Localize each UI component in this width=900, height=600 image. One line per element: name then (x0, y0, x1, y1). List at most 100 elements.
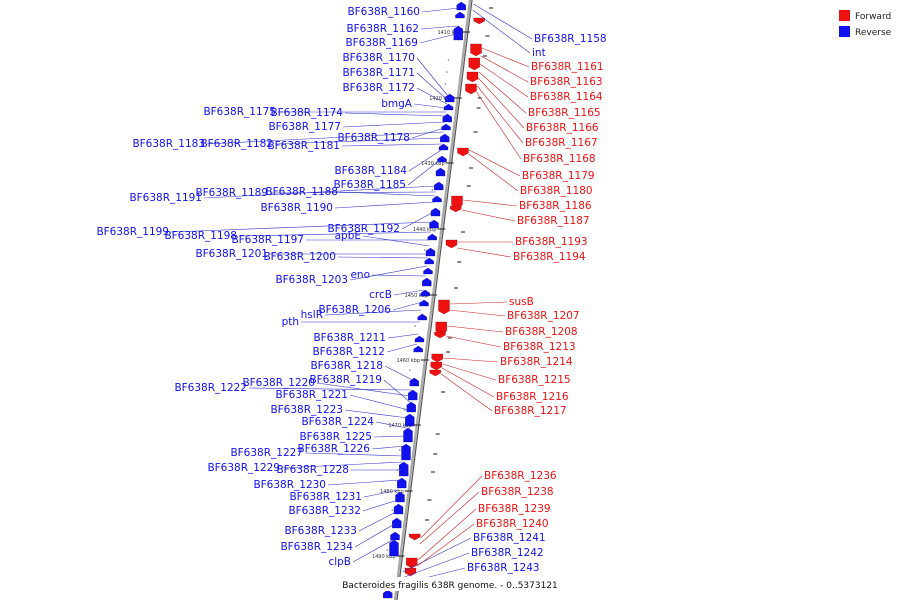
reverse-gene-label[interactable]: BF638R_1171 (342, 67, 415, 79)
reverse-gene-label[interactable]: BF638R_1229 (207, 462, 280, 474)
reverse-gene-glyph[interactable] (435, 167, 446, 177)
forward-gene-glyph[interactable] (470, 43, 482, 57)
forward-gene-glyph[interactable] (431, 353, 443, 363)
reverse-gene-label[interactable]: BF638R_1234 (280, 541, 353, 553)
reverse-gene-label[interactable]: BF638R_1181 (267, 140, 340, 152)
reverse-gene-label[interactable]: BF638R_1185 (333, 179, 406, 191)
forward-gene-label[interactable]: BF638R_1165 (528, 107, 601, 119)
reverse-gene-label[interactable]: BF638R_1218 (310, 360, 383, 372)
reverse-gene-glyph[interactable] (432, 195, 442, 203)
forward-gene-glyph[interactable] (465, 83, 477, 95)
reverse-gene-label[interactable]: hslR (301, 309, 323, 321)
reverse-gene-label[interactable]: clpB (328, 556, 351, 568)
reverse-gene-label[interactable]: BF638R_1223 (270, 404, 343, 416)
reverse-gene-label[interactable]: BF638R_1197 (231, 234, 304, 246)
reverse-gene-label[interactable]: BF638R_1160 (347, 6, 420, 18)
forward-gene-label[interactable]: BF638R_1217 (494, 405, 567, 417)
reverse-gene-glyph[interactable] (395, 491, 405, 503)
forward-gene-label[interactable]: BF638R_1166 (526, 122, 599, 134)
forward-gene-label[interactable]: BF638R_1208 (505, 326, 578, 338)
reverse-gene-glyph[interactable] (401, 443, 411, 461)
forward-gene-label[interactable]: BF638R_1236 (484, 470, 557, 482)
reverse-gene-glyph[interactable] (456, 1, 466, 11)
reverse-gene-label[interactable]: bmgA (381, 98, 413, 110)
reverse-gene-glyph[interactable] (441, 123, 451, 131)
reverse-gene-label[interactable]: BF638R_1203 (275, 274, 348, 286)
forward-gene-label[interactable]: BF638R_1240 (476, 518, 549, 530)
reverse-gene-label[interactable]: BF638R_1221 (275, 389, 348, 401)
reverse-gene-label[interactable]: BF638R_1191 (129, 192, 202, 204)
reverse-gene-label[interactable]: BF638R_1177 (268, 121, 341, 133)
reverse-gene-glyph[interactable] (383, 589, 393, 599)
reverse-gene-glyph[interactable] (442, 113, 452, 123)
reverse-gene-label[interactable]: BF638R_1198 (164, 230, 237, 242)
forward-gene-glyph[interactable] (438, 299, 450, 315)
reverse-gene-label[interactable]: BF638R_1212 (312, 346, 385, 358)
reverse-gene-label[interactable]: BF638R_1158 (534, 33, 607, 45)
reverse-gene-glyph[interactable] (419, 299, 429, 307)
reverse-gene-label[interactable]: BF638R_1233 (284, 525, 357, 537)
reverse-gene-label[interactable]: BF638R_1224 (301, 416, 374, 428)
reverse-gene-glyph[interactable] (420, 289, 430, 297)
reverse-gene-glyph[interactable] (389, 539, 399, 557)
reverse-gene-label[interactable]: BF638R_1230 (253, 479, 326, 491)
forward-gene-label[interactable]: BF638R_1207 (507, 310, 580, 322)
reverse-gene-glyph[interactable] (413, 345, 423, 353)
forward-gene-glyph[interactable] (430, 361, 442, 371)
reverse-gene-glyph[interactable] (392, 517, 402, 529)
reverse-gene-label[interactable]: BF638R_1219 (309, 374, 382, 386)
reverse-gene-label[interactable]: BF638R_1172 (342, 82, 415, 94)
reverse-gene-label[interactable]: BF638R_1243 (467, 562, 540, 574)
forward-gene-glyph[interactable] (466, 71, 479, 83)
reverse-gene-glyph[interactable] (390, 531, 400, 541)
reverse-gene-label[interactable]: BF638R_1162 (346, 23, 419, 35)
reverse-gene-label[interactable]: BF638R_1241 (473, 532, 546, 544)
reverse-gene-glyph[interactable] (397, 477, 407, 489)
forward-gene-label[interactable]: BF638R_1194 (513, 251, 586, 263)
reverse-gene-label[interactable]: BF638R_1190 (260, 202, 333, 214)
forward-gene-label[interactable]: BF638R_1163 (530, 76, 603, 88)
forward-gene-glyph[interactable] (468, 57, 480, 71)
reverse-gene-glyph[interactable] (406, 401, 416, 413)
reverse-gene-label[interactable]: BF638R_1184 (334, 165, 407, 177)
forward-gene-glyph[interactable] (409, 533, 421, 541)
reverse-gene-glyph[interactable] (403, 427, 413, 443)
reverse-gene-glyph[interactable] (427, 233, 437, 241)
forward-gene-glyph[interactable] (445, 239, 458, 249)
reverse-gene-glyph[interactable] (430, 207, 441, 217)
reverse-gene-label[interactable]: BF638R_1206 (318, 304, 391, 316)
reverse-gene-glyph[interactable] (443, 103, 454, 111)
reverse-gene-label[interactable]: BF638R_1242 (471, 547, 544, 559)
forward-gene-label[interactable]: BF638R_1238 (481, 486, 554, 498)
reverse-gene-label[interactable]: BF638R_1192 (327, 223, 400, 235)
reverse-gene-label[interactable]: BF638R_1189 (195, 187, 268, 199)
forward-gene-label[interactable]: BF638R_1179 (522, 170, 595, 182)
reverse-gene-glyph[interactable] (399, 461, 409, 477)
reverse-gene-glyph[interactable] (422, 277, 432, 287)
reverse-gene-label[interactable]: BF638R_1227 (230, 447, 303, 459)
forward-gene-glyph[interactable] (473, 17, 485, 25)
reverse-gene-glyph[interactable] (438, 143, 449, 151)
forward-gene-label[interactable]: BF638R_1213 (503, 341, 576, 353)
reverse-gene-label[interactable]: BF638R_1175 (203, 106, 276, 118)
reverse-gene-label[interactable]: BF638R_1200 (263, 251, 336, 263)
reverse-gene-label[interactable]: apbE (335, 230, 361, 242)
reverse-gene-label[interactable]: crcB (369, 289, 392, 301)
reverse-gene-label[interactable]: BF638R_1201 (195, 248, 268, 260)
forward-gene-glyph[interactable] (434, 331, 446, 339)
reverse-gene-label[interactable]: BF638R_1228 (276, 464, 349, 476)
forward-gene-glyph[interactable] (429, 369, 441, 377)
reverse-gene-label[interactable]: BF638R_1188 (265, 186, 338, 198)
reverse-gene-label[interactable]: BF638R_1182 (200, 138, 273, 150)
reverse-gene-glyph[interactable] (455, 11, 465, 19)
reverse-gene-label[interactable]: BF638R_1169 (345, 37, 418, 49)
reverse-gene-label[interactable]: BF638R_1231 (289, 491, 362, 503)
reverse-gene-label[interactable]: int (532, 47, 546, 59)
reverse-gene-label[interactable]: BF638R_1232 (288, 505, 361, 517)
reverse-gene-label[interactable]: BF638R_1211 (313, 332, 386, 344)
forward-gene-label[interactable]: BF638R_1167 (525, 137, 598, 149)
reverse-gene-glyph[interactable] (408, 389, 418, 401)
reverse-gene-glyph[interactable] (453, 25, 463, 41)
forward-gene-label[interactable]: BF638R_1168 (523, 153, 596, 165)
reverse-gene-glyph[interactable] (393, 503, 404, 515)
